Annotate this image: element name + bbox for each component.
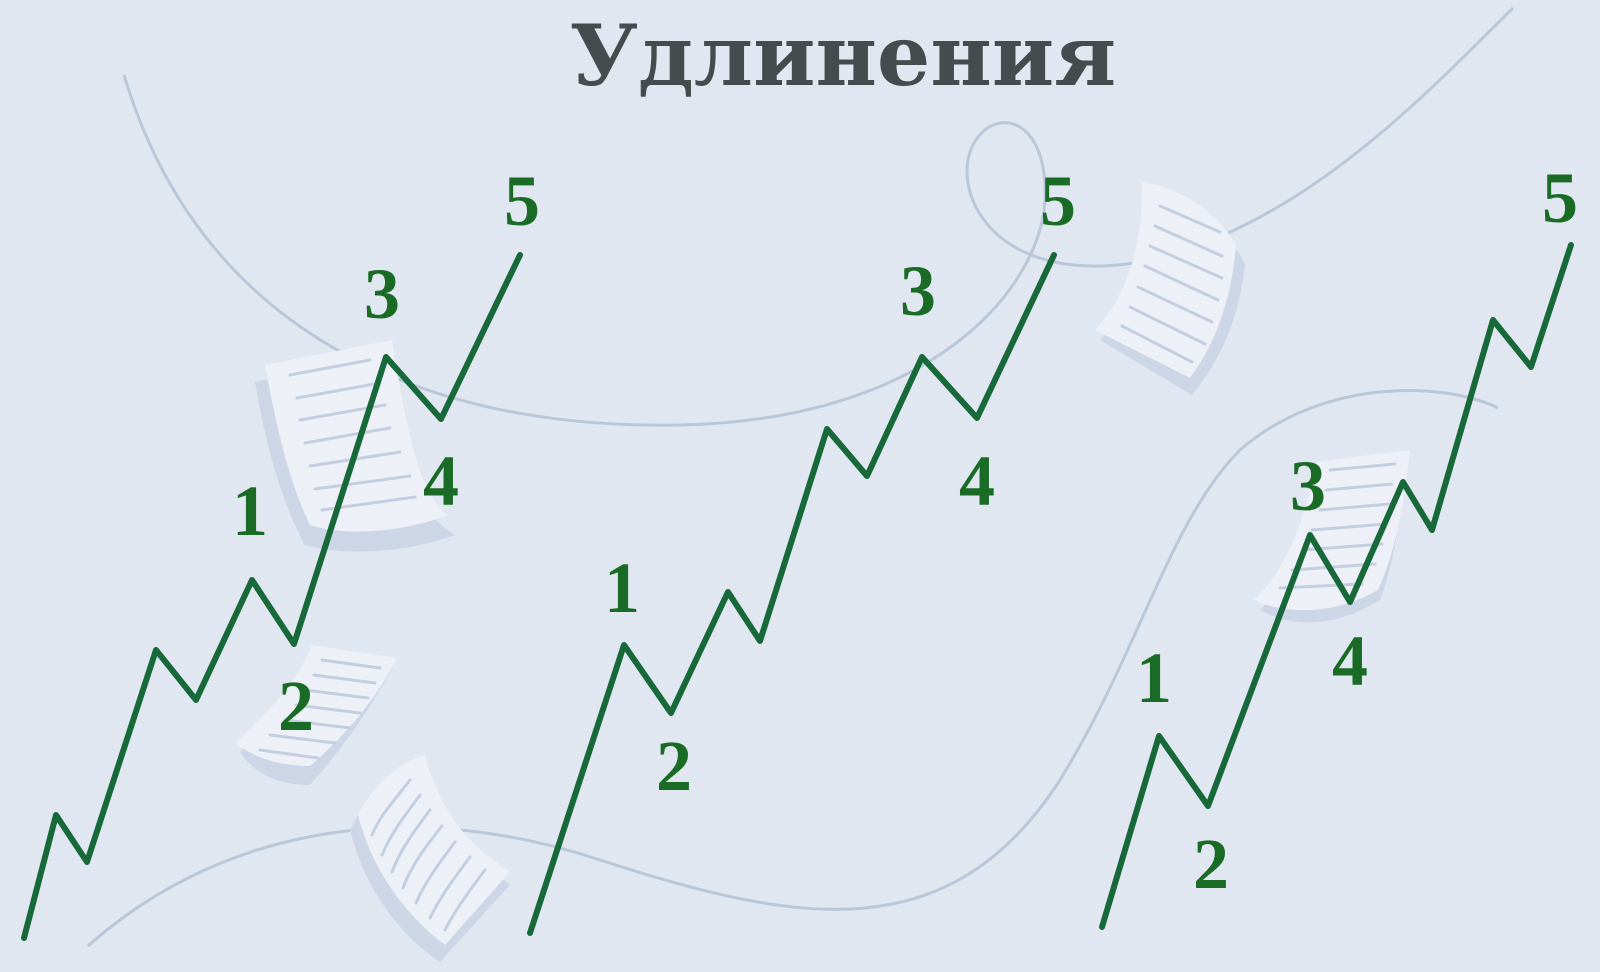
wave-path [21,252,523,941]
wave-label-1: 1 [232,471,268,551]
wave-label-5: 5 [1542,158,1578,238]
page-title: Удлинения [570,6,1116,105]
wave-path [1099,242,1574,930]
wave-label-3: 3 [364,254,400,334]
wave-label-1: 1 [1136,638,1172,718]
wave-label-4: 4 [423,441,459,521]
extended-wave-1-diagram: 1 2 3 4 5 [21,161,540,941]
wave-label-1: 1 [604,548,640,628]
paper-sheets [236,182,1410,962]
paper-sheet-icon [1254,450,1410,623]
paper-sheet-icon [350,755,510,962]
wave-label-5: 5 [1040,161,1076,241]
wave-label-2: 2 [278,666,314,746]
wave-label-5: 5 [504,161,540,241]
wave-label-3: 3 [1290,446,1326,526]
wave-label-4: 4 [959,441,995,521]
paper-sheet-icon [1095,182,1245,395]
paper-sheet-icon [236,645,397,785]
wave-path [527,252,1057,936]
extended-wave-5-diagram: 1 2 3 4 5 [1099,158,1578,930]
extended-wave-3-diagram: 1 2 3 4 5 [527,161,1076,936]
wave-label-3: 3 [900,251,936,331]
wave-label-2: 2 [656,726,692,806]
wave-label-4: 4 [1332,621,1368,701]
wave-label-2: 2 [1193,824,1229,904]
